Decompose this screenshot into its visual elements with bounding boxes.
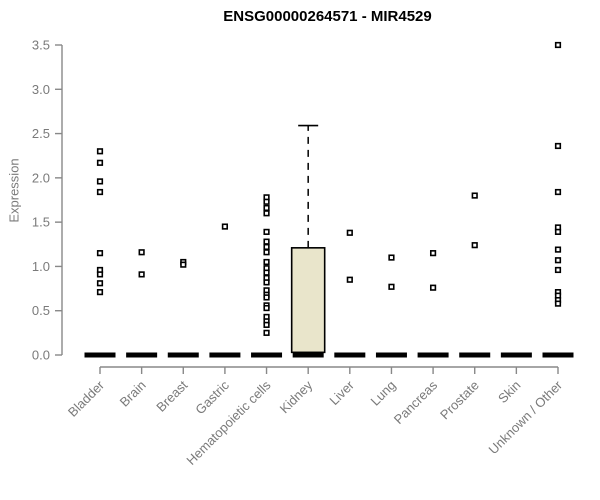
outlier-point — [263, 204, 270, 212]
outlier-point — [96, 289, 104, 296]
outlier-point — [263, 329, 270, 336]
outlier-point — [263, 269, 270, 276]
x-tick-label: Kidney — [277, 377, 316, 416]
x-tick-label: Prostate — [437, 378, 482, 423]
outlier-point — [554, 142, 562, 150]
x-tick-label: Breast — [153, 377, 190, 414]
median-bar — [251, 352, 283, 358]
x-tick-label: Unknown / Other — [486, 377, 566, 457]
x-tick-label: Pancreas — [391, 377, 441, 427]
y-tick-label: 2.5 — [32, 126, 50, 141]
x-tick-label: Brain — [117, 378, 149, 410]
outlier-point — [263, 243, 270, 251]
y-tick-label: 2.0 — [32, 170, 50, 185]
outlier-point — [96, 159, 104, 166]
box — [290, 247, 326, 354]
outlier-point — [263, 258, 270, 266]
outlier-point — [96, 148, 104, 155]
outlier-point — [388, 254, 395, 261]
outlier-point — [96, 178, 104, 185]
median-bar — [542, 352, 574, 358]
outlier-point — [96, 188, 104, 196]
y-tick-label: 0.5 — [32, 303, 50, 318]
outlier-point — [263, 198, 270, 205]
outlier-point — [96, 280, 104, 287]
median-bar — [375, 352, 407, 358]
y-tick-label: 3.5 — [32, 38, 50, 53]
y-tick-label: 1.0 — [32, 259, 50, 274]
outlier-point — [221, 223, 229, 230]
median-bar — [167, 352, 199, 358]
outlier-point — [138, 249, 145, 256]
outlier-point — [554, 300, 562, 307]
outlier-point — [388, 283, 395, 290]
outlier-point — [263, 304, 270, 312]
outlier-point — [346, 276, 353, 283]
outlier-point — [263, 210, 270, 217]
median-bar — [209, 352, 241, 358]
outlier-point — [429, 284, 437, 291]
outlier-point — [263, 249, 270, 256]
outlier-point — [554, 246, 562, 253]
outlier-point — [554, 188, 562, 196]
x-tick-label: Lung — [368, 378, 399, 409]
outlier-point — [554, 41, 562, 49]
median-bar — [334, 352, 366, 358]
outlier-point — [96, 271, 104, 278]
outlier-point — [180, 261, 187, 268]
y-tick-label: 1.5 — [32, 215, 50, 230]
outlier-point — [346, 229, 353, 236]
outlier-point — [138, 271, 145, 278]
outlier-point — [263, 294, 270, 301]
x-tick-label: Bladder — [65, 377, 108, 420]
median-bar — [84, 352, 116, 358]
outlier-point — [263, 238, 270, 245]
x-tick-label: Gastric — [192, 377, 232, 417]
y-tick-label: 0.0 — [32, 348, 50, 363]
chart-title: ENSG00000264571 - MIR4529 — [223, 8, 432, 25]
outlier-point — [554, 228, 562, 235]
outlier-point — [471, 192, 478, 199]
x-tick-label: Liver — [326, 377, 357, 408]
outlier-point — [471, 242, 478, 249]
median-bar — [292, 352, 324, 358]
outlier-point — [263, 279, 270, 286]
outlier-point — [263, 321, 270, 328]
median-bar — [459, 352, 491, 358]
y-tick-label: 3.0 — [32, 82, 50, 97]
x-tick-label: Skin — [495, 378, 523, 406]
median-bar — [417, 352, 449, 358]
median-bar — [500, 352, 532, 358]
median-bar — [126, 352, 158, 358]
outlier-point — [554, 257, 562, 264]
outlier-point — [554, 266, 562, 274]
outlier-point — [429, 250, 437, 257]
outlier-point — [96, 250, 104, 257]
outlier-point — [263, 228, 270, 235]
